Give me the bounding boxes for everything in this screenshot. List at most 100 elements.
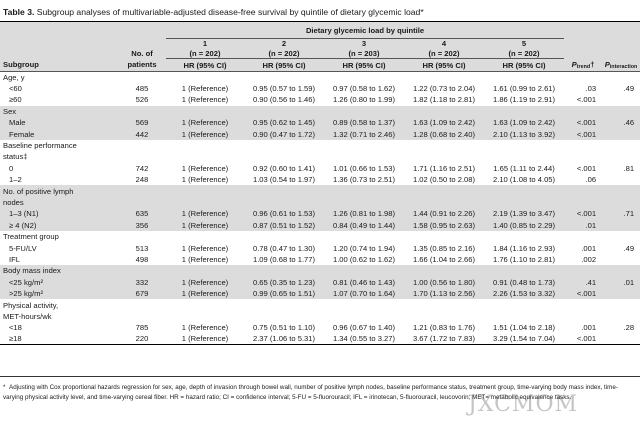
p-trend-value: <.001 [576,163,597,173]
hr-cell-q3: 1.36 (0.73 to 2.51) [332,175,396,185]
p-interaction-value [602,254,640,265]
subgroup-label: ≥18 [9,334,22,344]
hr-cell-q5: 1.65 (1.11 to 2.44) [493,163,555,173]
hr-cell-q1: 1 (Reference) [181,323,229,333]
subgroup-heading-row: No. of positive lymph [0,185,640,197]
subgroup-heading: MET-hours/wk [3,311,52,321]
subgroup-heading-row: MET-hours/wk [0,311,640,322]
subgroup-heading-row: Treatment group [0,231,640,242]
hr-cell-q5: 1.76 (1.10 to 2.81) [492,254,556,264]
table-row: Male 569 1 (Reference) 0.95 (0.62 to 1.45) 0… [0,117,640,129]
table-row: 1–2 248 1 (Reference) 1.03 (0.54 to 1.97) 1.… [0,174,640,185]
subgroup-heading: Physical activity, [3,300,59,310]
hr-cell-q5: 3.29 (1.54 to 7.04) [492,334,556,344]
patient-count: 356 [135,220,149,230]
p-trend-value: <.001 [576,289,597,299]
quintile-5-number: 5 [521,39,527,49]
table-row: <25 kg/m² 332 1 (Reference) 0.65 (0.35 to 1… [0,276,640,288]
hr-cell-q1: 1 (Reference) [181,254,229,264]
subgroup-heading: Baseline performance [3,141,77,151]
hr-cell-q5: 2.10 (1.13 to 3.92) [492,129,556,139]
patient-count: 485 [135,84,149,94]
watermark-logo: JXCMOM [468,392,579,417]
p-trend-header: Ptrend† [571,59,595,70]
hr-header-4: HR (95% CI) [422,60,466,70]
hr-cell-q1: 1 (Reference) [181,175,229,185]
quintile-4-n: (n = 202) [404,48,484,59]
p-interaction-value: .71 [623,209,635,219]
subgroup-heading-row: Baseline performance [0,140,640,151]
hr-cell-q1: 1 (Reference) [181,95,229,105]
subgroup-label: 1–3 (N1) [9,209,39,219]
p-interaction-value: .49 [623,243,635,253]
patient-count: 785 [135,323,149,333]
hr-cell-q5: 1.51 (1.04 to 2.18) [492,323,556,333]
table-row: 0 742 1 (Reference) 0.92 (0.60 to 1.41) 1.01… [0,163,640,174]
p-interaction-value [602,128,640,139]
hr-cell-q4: 1.28 (0.68 to 2.40) [412,129,476,139]
subgroup-label: ≥ 4 (N2) [9,220,37,230]
hr-cell-q3: 0.89 (0.58 to 1.37) [332,118,396,128]
p-interaction-value [602,94,640,105]
hr-cell-q4: 1.71 (1.16 to 2.51) [412,163,476,173]
subgroup-label: 0 [9,163,14,173]
hr-cell-q3: 1.20 (0.74 to 1.94) [332,243,396,253]
hr-cell-q1: 1 (Reference) [181,118,229,128]
hr-cell-q4: 1.35 (0.85 to 2.16) [412,243,476,253]
subgroup-heading-row: nodes [0,196,640,209]
hr-cell-q5: 2.19 (1.39 to 3.47) [492,209,556,219]
p-interaction-value [602,333,640,344]
p-interaction-value [602,220,640,231]
quintile-3-number: 3 [361,39,367,49]
p-interaction-value: .28 [623,323,635,333]
patient-count: 679 [135,289,149,299]
p-interaction-header: Pinteraction [604,59,638,70]
hr-cell-q2: 0.90 (0.56 to 1.46) [252,95,316,105]
hr-cell-q5: 0.91 (0.48 to 1.73) [492,277,556,287]
quintile-1-number: 1 [202,39,208,49]
hr-cell-q4: 1.63 (1.09 to 2.42) [412,118,476,128]
hr-cell-q5: 1.40 (0.85 to 2.29) [492,220,556,230]
hr-cell-q5: 2.10 (1.08 to 4.05) [492,175,556,185]
hr-header-2: HR (95% CI) [262,60,306,70]
subgroup-heading: status‡ [3,152,28,162]
p-trend-value: <.001 [576,129,597,139]
hr-cell-q4: 1.02 (0.50 to 2.08) [412,175,476,185]
p-interaction-value: .01 [623,277,635,287]
hr-cell-q2: 0.92 (0.60 to 1.41) [252,163,316,173]
hr-cell-q4: 1.22 (0.73 to 2.04) [412,84,476,94]
patient-count: 332 [135,277,149,287]
p-trend-value: .06 [585,175,597,185]
patient-count: 526 [135,95,149,105]
hr-cell-q4: 1.21 (0.83 to 1.76) [412,323,476,333]
hr-cell-q4: 3.67 (1.72 to 7.83) [412,334,476,344]
table-caption: Table 3. Subgroup analyses of multivaria… [3,3,637,21]
quintile-3-n: (n = 203) [324,48,404,59]
hr-cell-q3: 0.97 (0.58 to 1.62) [332,84,396,94]
subgroup-label: 1–2 [9,175,22,185]
hr-cell-q3: 0.96 (0.67 to 1.40) [332,323,396,333]
hr-cell-q2: 0.65 (0.35 to 1.23) [252,277,316,287]
subgroup-header: Subgroup [3,60,39,70]
subgroup-heading: No. of positive lymph [3,186,74,196]
hr-cell-q5: 1.63 (1.09 to 2.42) [492,118,556,128]
p-trend-value: .001 [581,243,597,253]
subgroup-label: <25 kg/m² [9,277,43,287]
hr-cell-q4: 1.66 (1.04 to 2.66) [412,254,476,264]
patient-count: 498 [135,254,149,264]
subgroup-heading: Treatment group [3,232,59,242]
subgroup-heading-row: Physical activity, [0,299,640,310]
subgroup-heading: nodes [3,197,24,207]
table-row: IFL 498 1 (Reference) 1.09 (0.68 to 1.77) 1.… [0,254,640,265]
patient-count: 220 [135,334,149,344]
subgroup-table: Dietary glycemic load by quintile 1 2 3 … [0,21,640,345]
quintile-span-header: Dietary glycemic load by quintile [166,21,565,39]
patient-count: 635 [135,209,149,219]
quintile-1-n: (n = 202) [166,48,244,59]
hr-cell-q4: 1.70 (1.13 to 2.56) [412,289,476,299]
subgroup-heading-row: Sex [0,105,640,118]
table-row: Female 442 1 (Reference) 0.90 (0.47 to 1.72… [0,128,640,140]
hr-cell-q3: 1.34 (0.55 to 3.27) [332,334,396,344]
hr-cell-q4: 1.00 (0.56 to 1.80) [412,277,476,287]
subgroup-label: 5-FU/LV [9,243,37,253]
